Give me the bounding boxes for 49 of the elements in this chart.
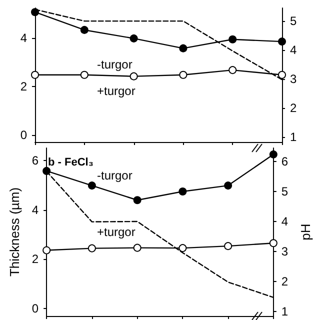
- point: [278, 38, 286, 46]
- point: [80, 70, 88, 79]
- y2-tick-label: 3: [281, 244, 288, 258]
- annotation: +turgor: [97, 84, 136, 98]
- y2-tick-label: 2: [281, 274, 288, 288]
- point: [88, 244, 96, 252]
- annotation: -turgor: [97, 57, 132, 72]
- point: [178, 244, 187, 252]
- point: [133, 196, 142, 204]
- y2-tick-label: 5: [281, 184, 288, 198]
- y2-tick-label: 4: [281, 214, 288, 228]
- y2-tick-label: 3: [290, 72, 297, 86]
- text: b - FeCl₃: [48, 156, 94, 168]
- annotation: -turgor: [97, 168, 132, 182]
- point: [130, 72, 138, 80]
- point: [31, 70, 39, 79]
- y-tick-label: 0: [32, 302, 39, 316]
- point: [269, 150, 278, 158]
- y2-tick-label: 5: [290, 14, 297, 28]
- y2-tick-label: 4: [290, 43, 297, 58]
- y2-tick-label: 1: [281, 304, 288, 318]
- y-tick-label: 0: [20, 128, 28, 142]
- y2-tick-label: 1: [290, 130, 297, 144]
- point: [31, 8, 39, 16]
- y-tick-label: 2: [20, 79, 28, 94]
- point: [42, 246, 51, 254]
- point: [130, 34, 138, 42]
- point: [224, 242, 232, 250]
- y-axis-title: Thickness (µm): [7, 187, 22, 277]
- y2-tick-label: 2: [290, 101, 297, 116]
- annotation: +turgor: [97, 225, 136, 240]
- y-tick-label: 6: [32, 153, 39, 168]
- point: [228, 66, 237, 74]
- point: [80, 26, 88, 34]
- y2-tick-label: 6: [281, 154, 288, 168]
- y-tick-label: 4: [20, 31, 28, 46]
- y-tick-label: 2: [32, 252, 39, 266]
- point: [133, 244, 142, 252]
- point: [179, 44, 188, 52]
- y-tick-label: 4: [32, 202, 39, 217]
- point: [42, 166, 51, 175]
- point: [269, 239, 278, 248]
- point: [278, 70, 286, 79]
- point: [88, 182, 96, 190]
- y2-axis-title: pH: [298, 224, 313, 240]
- point: [224, 182, 232, 190]
- point: [179, 70, 188, 79]
- point: [178, 187, 187, 196]
- point: [228, 35, 237, 44]
